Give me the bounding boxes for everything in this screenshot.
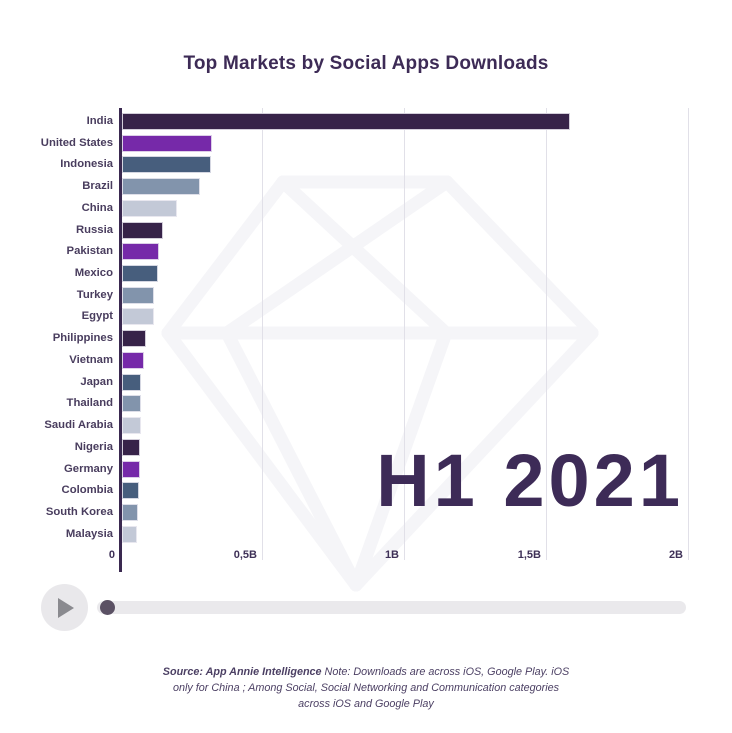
bar-egypt — [121, 308, 154, 326]
category-label-japan: Japan — [80, 375, 113, 388]
category-label-russia: Russia — [75, 223, 113, 236]
bar-philippines — [121, 330, 147, 348]
playback-controls — [0, 580, 732, 636]
play-button[interactable] — [41, 584, 88, 631]
x-tick-label: 0,5B — [233, 549, 257, 561]
x-tick-label: 1,5B — [517, 549, 541, 561]
bar-india — [121, 113, 571, 130]
timeline-slider-handle[interactable] — [100, 600, 115, 615]
bar-colombia — [121, 482, 140, 500]
bar-nigeria — [121, 438, 140, 456]
category-label-united-states: United States — [40, 136, 113, 149]
category-label-brazil: Brazil — [82, 180, 113, 193]
source-note: Source: App Annie Intelligence Note: Dow… — [66, 664, 666, 713]
bar-russia — [121, 221, 164, 239]
category-label-egypt: Egypt — [81, 310, 113, 323]
x-tick-label: 2B — [668, 549, 683, 561]
gridline-1B — [404, 108, 406, 560]
bar-brazil — [121, 178, 200, 196]
bar-thailand — [121, 395, 141, 413]
category-label-india: India — [86, 115, 113, 127]
category-label-nigeria: Nigeria — [74, 440, 113, 453]
category-label-thailand: Thailand — [66, 397, 113, 410]
bar-united-states — [121, 134, 213, 152]
category-label-colombia: Colombia — [61, 484, 113, 497]
gridline-0,5B — [262, 108, 264, 560]
bar-indonesia — [121, 156, 211, 174]
category-label-malaysia: Malaysia — [65, 527, 113, 540]
bar-pakistan — [121, 243, 159, 261]
y-axis-line — [119, 108, 122, 572]
category-label-indonesia: Indonesia — [60, 158, 113, 171]
note-line1: Note: Downloads are across iOS, Google P… — [321, 666, 570, 678]
bar-germany — [121, 460, 140, 478]
bar-china — [121, 199, 178, 217]
bar-saudi-arabia — [121, 417, 141, 435]
category-label-pakistan: Pakistan — [66, 245, 113, 258]
page-title: Top Markets by Social Apps Downloads — [183, 53, 549, 74]
gridline-2B — [688, 108, 690, 560]
play-icon — [57, 597, 74, 618]
source-label: Source: App Annie Intelligence — [162, 666, 322, 678]
gridline-1,5B — [546, 108, 548, 560]
timeline-slider-track[interactable] — [97, 600, 686, 615]
bar-japan — [121, 373, 142, 391]
x-tick-label: 1B — [384, 549, 399, 561]
bar-malaysia — [121, 525, 138, 543]
note-line2: only for China ; Among Social, Social Ne… — [172, 682, 560, 695]
category-label-philippines: Philippines — [52, 332, 113, 345]
category-label-china: China — [81, 201, 113, 214]
category-label-turkey: Turkey — [76, 288, 113, 301]
bar-vietnam — [121, 351, 145, 369]
note-line3: across iOS and Google Play — [298, 698, 434, 711]
category-label-south-korea: South Korea — [45, 505, 113, 518]
bar-mexico — [121, 265, 159, 283]
bar-south-korea — [121, 503, 139, 521]
period-label: H1 2021 — [376, 439, 684, 522]
category-label-vietnam: Vietnam — [69, 353, 113, 366]
x-tick-label: 0 — [108, 549, 115, 561]
category-label-germany: Germany — [64, 462, 113, 475]
bar-turkey — [121, 286, 155, 304]
category-label-mexico: Mexico — [74, 267, 113, 280]
category-label-saudi-arabia: Saudi Arabia — [44, 419, 113, 432]
